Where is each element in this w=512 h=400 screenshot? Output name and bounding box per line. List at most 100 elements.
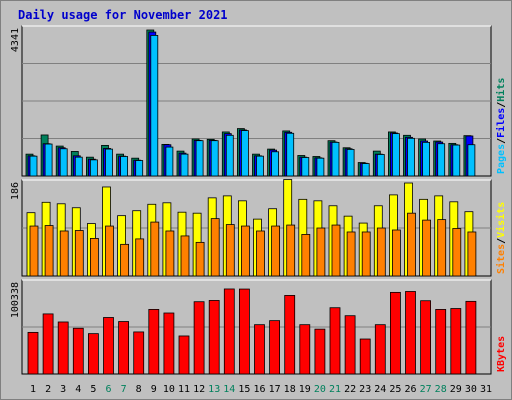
- bar-sites: [316, 227, 326, 277]
- bar-kbytes: [374, 324, 386, 375]
- bar-sites: [120, 243, 129, 277]
- x-tick-label: 18: [284, 384, 296, 395]
- bar-kbytes: [420, 300, 432, 375]
- bar-sites: [437, 219, 447, 277]
- bar-pages: [44, 143, 53, 177]
- x-tick-label: 16: [253, 384, 265, 395]
- x-tick-label: 5: [90, 384, 96, 395]
- bar-pages: [407, 137, 415, 177]
- bar-sites: [271, 225, 281, 277]
- bar-sites: [195, 241, 205, 277]
- bar-kbytes: [329, 307, 341, 375]
- y-max-label: 100338: [10, 282, 21, 318]
- x-tick-label: 24: [374, 384, 386, 395]
- bar-pages: [210, 140, 219, 177]
- bar-pages: [316, 157, 325, 177]
- bar-pages: [437, 143, 446, 177]
- x-tick-label: 14: [223, 384, 235, 395]
- bar-kbytes: [314, 328, 326, 375]
- bar-kbytes: [178, 335, 190, 375]
- x-tick-label: 17: [269, 384, 281, 395]
- legend-visits: Visits: [495, 202, 507, 238]
- bar-sites: [376, 227, 386, 277]
- bar-kbytes: [223, 288, 235, 375]
- bar-sites: [210, 218, 220, 277]
- x-tick-label: 2: [45, 384, 51, 395]
- bar-kbytes: [359, 338, 371, 375]
- bar-sites: [301, 234, 311, 277]
- bar-kbytes: [238, 288, 250, 375]
- bar-pages: [195, 140, 204, 177]
- bar-sites: [90, 238, 99, 277]
- bar-pages: [74, 156, 83, 177]
- bar-kbytes: [133, 331, 145, 375]
- legend-sep: /: [496, 238, 507, 244]
- bar-sites: [29, 225, 39, 277]
- bar-sites: [452, 228, 462, 277]
- x-tick-label: 15: [238, 384, 250, 395]
- bar-pages: [135, 160, 144, 177]
- x-tick-label: 27: [420, 384, 432, 395]
- legend-files: Files: [495, 108, 507, 138]
- bar-pages: [256, 155, 264, 177]
- bar-kbytes: [27, 331, 39, 375]
- x-tick-label: 13: [208, 384, 220, 395]
- chart-title: Daily usage for November 2021: [18, 8, 228, 22]
- bar-kbytes: [284, 295, 296, 375]
- x-tick-label: 23: [359, 384, 371, 395]
- bar-sites: [150, 221, 160, 277]
- bar-sites: [407, 212, 416, 277]
- x-tick-label: 6: [105, 384, 111, 395]
- bar-sites: [225, 224, 235, 277]
- x-tick-label: 11: [178, 384, 190, 395]
- bar-sites: [74, 230, 84, 277]
- bar-sites: [331, 224, 341, 277]
- bar-pages: [225, 134, 234, 177]
- x-tick-label: 10: [163, 384, 175, 395]
- bar-pages: [165, 146, 174, 177]
- bar-sites: [165, 230, 175, 277]
- bar-sites: [135, 238, 145, 277]
- bar-pages: [59, 148, 68, 177]
- bar-pages: [29, 155, 38, 177]
- bar-sites: [256, 230, 265, 277]
- x-tick-label: 3: [60, 384, 66, 395]
- bar-kbytes: [103, 317, 114, 375]
- x-tick-label: 29: [450, 384, 462, 395]
- x-tick-label: 7: [121, 384, 127, 395]
- bar-pages: [120, 156, 128, 177]
- bar-kbytes: [435, 309, 447, 375]
- bar-pages: [271, 151, 280, 177]
- x-tick-label: 1: [30, 384, 36, 395]
- bar-pages: [452, 144, 461, 177]
- bar-sites: [361, 231, 371, 277]
- y-max-label: 186: [10, 182, 21, 200]
- legend-sep2: /: [496, 102, 507, 108]
- bar-pages: [346, 149, 355, 177]
- bar-pages: [467, 144, 476, 177]
- x-tick-label: 4: [75, 384, 81, 395]
- bar-kbytes: [118, 321, 129, 375]
- legend-hits: Hits: [495, 78, 507, 102]
- bar-sites: [422, 219, 432, 277]
- bar-kbytes: [208, 300, 220, 375]
- bar-kbytes: [299, 324, 311, 375]
- bar-kbytes: [465, 300, 477, 375]
- x-tick-label: 22: [344, 384, 356, 395]
- bar-sites: [44, 225, 54, 277]
- x-tick-label: 30: [465, 384, 477, 395]
- bar-pages: [105, 148, 113, 177]
- x-tick-label: 25: [389, 384, 401, 395]
- bar-kbytes: [344, 315, 356, 375]
- bar-sites: [286, 224, 296, 277]
- legend-sep1: /: [496, 138, 507, 144]
- series-legend: Sites/Visits: [495, 202, 507, 274]
- x-tick-label: 8: [136, 384, 142, 395]
- x-tick-label: 12: [193, 384, 205, 395]
- bar-sites: [59, 230, 69, 277]
- x-tick-label: 21: [329, 384, 341, 395]
- y-max-label: 4341: [10, 28, 21, 52]
- bar-kbytes: [450, 308, 462, 375]
- bar-kbytes: [88, 333, 99, 375]
